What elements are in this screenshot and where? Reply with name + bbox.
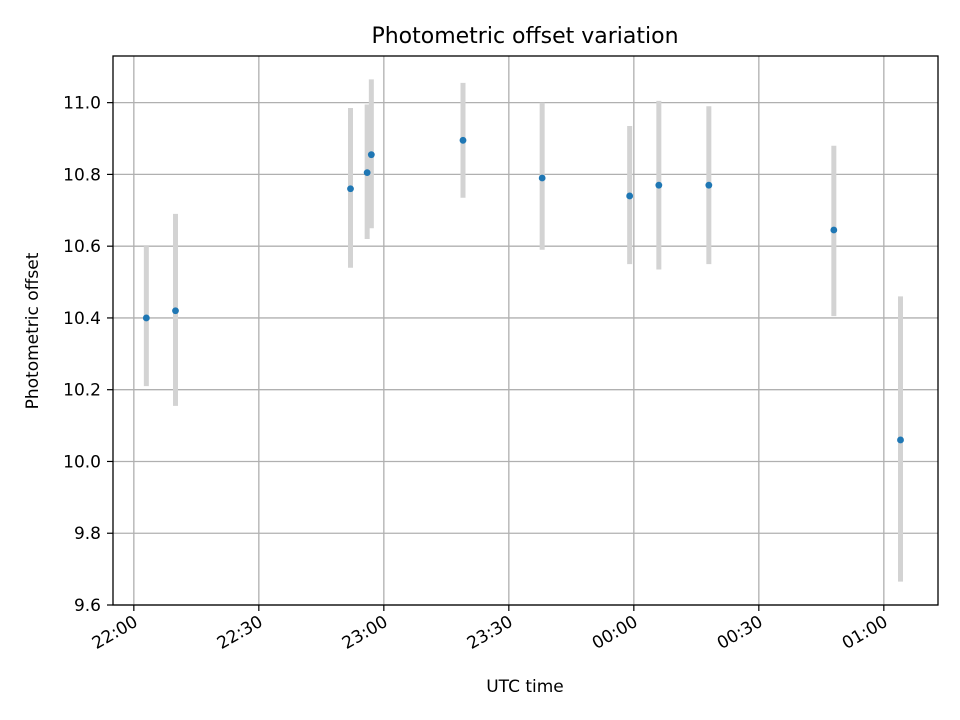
y-tick-label: 10.6 <box>63 237 101 257</box>
data-point <box>830 226 838 234</box>
y-tick-label: 10.4 <box>63 309 101 329</box>
plot-frame <box>112 55 939 606</box>
y-axis-ticks: 9.6 9.8 10.0 10.2 10.4 10.6 10.8 11.0 <box>63 94 113 616</box>
data-point <box>459 136 467 144</box>
y-tick-label: 9.8 <box>74 524 101 544</box>
y-tick-label: 10.0 <box>63 452 101 472</box>
data-point <box>705 181 713 189</box>
y-axis-label: Photometric offset <box>23 252 43 409</box>
data-point <box>538 174 546 182</box>
x-axis-label: UTC time <box>486 677 564 697</box>
data-point <box>172 307 179 315</box>
data-point <box>363 169 371 177</box>
y-tick-label: 10.2 <box>63 381 101 401</box>
data-point <box>347 185 354 193</box>
data-point <box>367 151 375 159</box>
data-point <box>626 192 634 200</box>
data-point <box>655 181 663 189</box>
data-point <box>142 314 150 322</box>
data-points <box>142 136 904 444</box>
y-tick-label: 9.6 <box>74 596 101 616</box>
data-point <box>897 436 904 444</box>
y-tick-label: 10.8 <box>63 165 101 185</box>
chart-title: Photometric offset variation <box>371 24 678 49</box>
y-tick-label: 11.0 <box>63 94 101 114</box>
